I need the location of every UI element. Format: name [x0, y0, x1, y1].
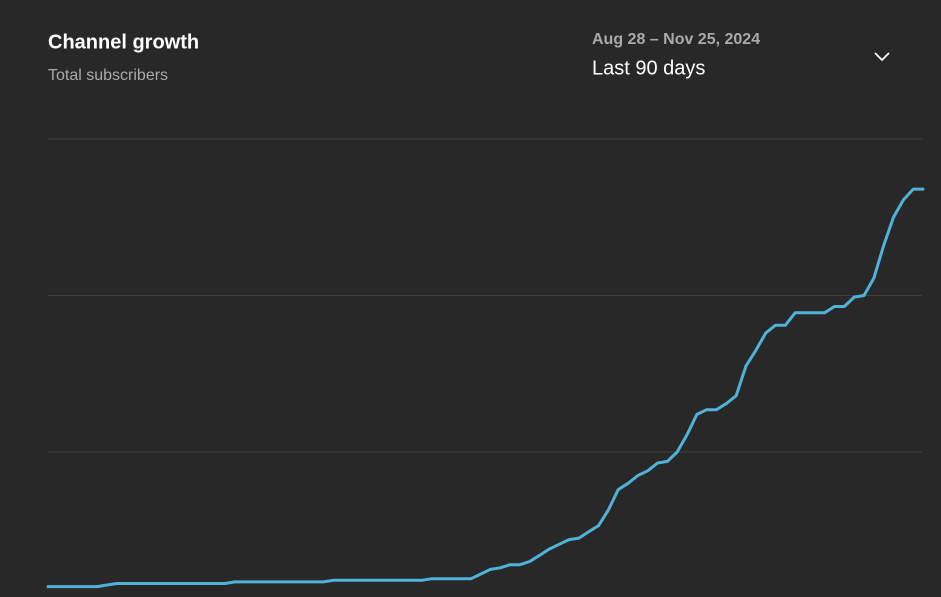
- date-range[interactable]: Aug 28 – Nov 25, 2024: [592, 31, 760, 48]
- period-label[interactable]: Last 90 days: [592, 57, 705, 79]
- chart-title: Channel growth: [48, 31, 199, 53]
- plot-area: [46, 138, 925, 589]
- dropdown-chevron[interactable]: [874, 52, 890, 62]
- series-line: [46, 187, 925, 589]
- period-selector[interactable]: Aug 28 – Nov 25, 2024 Last 90 days: [592, 31, 890, 79]
- chart-subtitle: Total subscribers: [48, 67, 168, 84]
